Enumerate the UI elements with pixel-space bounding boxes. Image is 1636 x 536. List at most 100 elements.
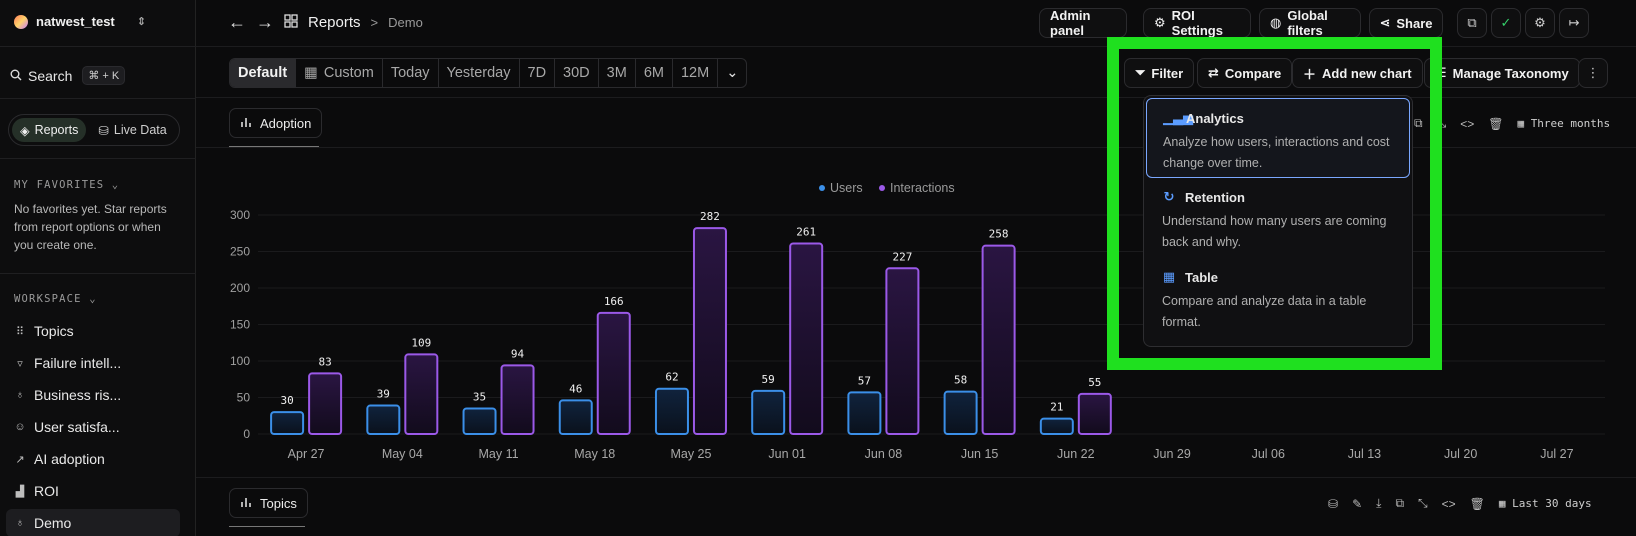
refresh-icon: ↻ bbox=[1163, 189, 1175, 204]
range-12m[interactable]: 12M bbox=[673, 59, 719, 87]
range-3m[interactable]: 3M bbox=[599, 59, 636, 87]
divider bbox=[0, 98, 196, 99]
range-default[interactable]: Default bbox=[230, 59, 297, 87]
data-label: 57 bbox=[858, 374, 871, 387]
code-icon[interactable]: <> bbox=[1441, 496, 1456, 511]
collapse-icon[interactable]: ⤡ bbox=[1436, 116, 1447, 130]
list-icon: ☰ bbox=[1435, 65, 1447, 80]
sidebar: natwest_test ⇕ Search ⌘ + K ◈ Reports ⛁ … bbox=[0, 0, 196, 536]
legend-users: Users bbox=[830, 181, 863, 195]
gear-icon[interactable]: ⚙ bbox=[1525, 8, 1555, 38]
back-arrow-icon[interactable]: ← bbox=[228, 12, 246, 32]
collapse-icon[interactable]: ⤡ bbox=[1418, 496, 1428, 510]
calendar-icon: ▦ bbox=[1498, 497, 1506, 510]
mode-live-data[interactable]: ⛁ Live Data bbox=[90, 118, 174, 142]
forward-arrow-icon[interactable]: → bbox=[256, 12, 274, 32]
menu-item-retention[interactable]: ↻ Retention Understand how many users are… bbox=[1146, 178, 1410, 258]
workspace-heading[interactable]: WORKSPACE ⌄ bbox=[14, 293, 97, 305]
panel1-range[interactable]: ▦ Three months bbox=[1517, 117, 1611, 130]
smile-icon: ☺ bbox=[14, 421, 26, 433]
trash-icon[interactable]: 🗑 bbox=[1469, 496, 1485, 511]
manage-taxonomy-button[interactable]: ☰ Manage Taxonomy bbox=[1424, 58, 1580, 88]
sidebar-item-ai-adoption[interactable]: ↗ AI adoption bbox=[15, 451, 105, 467]
share-button[interactable]: ⋖ Share bbox=[1369, 8, 1443, 38]
sidebar-item-satisfaction[interactable]: ☺ User satisfa... bbox=[14, 419, 120, 435]
sidebar-item-topics[interactable]: ⠿ Topics bbox=[15, 323, 74, 339]
workspace-name: natwest_test bbox=[36, 14, 115, 29]
add-new-chart-button[interactable]: ＋ Add new chart bbox=[1292, 58, 1423, 88]
bar-users bbox=[751, 389, 786, 435]
copy-icon[interactable]: ⧉ bbox=[1395, 496, 1405, 510]
admin-panel-button[interactable]: Admin panel bbox=[1039, 8, 1127, 38]
range-more-button[interactable]: ⌄ bbox=[718, 59, 746, 87]
divider bbox=[196, 46, 1636, 47]
divider bbox=[0, 158, 196, 159]
tab-adoption[interactable]: Adoption bbox=[229, 108, 323, 138]
chevron-down-icon: ⌄ bbox=[726, 65, 739, 81]
database-icon[interactable]: ⛁ bbox=[1328, 496, 1339, 511]
range-7d[interactable]: 7D bbox=[520, 59, 556, 87]
favorites-empty-text: No favorites yet. Star reports from repo… bbox=[14, 202, 167, 252]
trash-icon[interactable]: 🗑 bbox=[1488, 116, 1504, 131]
code-icon[interactable]: <> bbox=[1460, 116, 1475, 131]
data-label: 258 bbox=[989, 228, 1009, 241]
x-tick-label: Jun 15 bbox=[961, 447, 999, 461]
menu-item-table[interactable]: ▦ Table Compare and analyze data in a tab… bbox=[1146, 258, 1410, 338]
panel2-range[interactable]: ▦ Last 30 days bbox=[1498, 497, 1592, 510]
bulb-icon: ♁ bbox=[15, 389, 25, 401]
sidebar-item-demo[interactable]: ♁ Demo bbox=[6, 509, 180, 536]
sidebar-item-roi[interactable]: ▟ ROI bbox=[15, 483, 59, 499]
check-circle-icon[interactable]: ✓ bbox=[1491, 8, 1521, 38]
divider bbox=[0, 273, 196, 274]
calendar-icon: ▦ bbox=[1517, 117, 1525, 130]
breadcrumb-reports[interactable]: Reports bbox=[308, 14, 361, 31]
bar-users bbox=[654, 387, 689, 436]
range-custom[interactable]: ▦ Custom bbox=[296, 59, 383, 87]
menu-item-description: Compare and analyze data in a table form… bbox=[1162, 294, 1367, 329]
roi-settings-button[interactable]: ⚙ ROI Settings bbox=[1143, 8, 1251, 38]
range-6m[interactable]: 6M bbox=[636, 59, 673, 87]
compare-button[interactable]: ⇄ Compare bbox=[1197, 58, 1293, 88]
sidebar-item-business[interactable]: ♁ Business ris... bbox=[15, 387, 122, 403]
bar-interactions bbox=[885, 267, 920, 436]
table-icon: ▦ bbox=[1162, 269, 1176, 284]
mode-reports[interactable]: ◈ Reports bbox=[12, 118, 87, 142]
tab-underline bbox=[229, 526, 305, 527]
divider bbox=[196, 147, 1636, 148]
bar-chart-icon: ▁▃▅ bbox=[1163, 110, 1193, 125]
divider bbox=[0, 46, 196, 47]
range-yesterday[interactable]: Yesterday bbox=[439, 59, 520, 87]
mode-reports-label: Reports bbox=[34, 123, 79, 137]
tab-underline bbox=[229, 146, 319, 147]
favorites-heading[interactable]: MY FAVORITES ⌄ bbox=[14, 179, 120, 191]
logout-icon[interactable]: ↦ bbox=[1559, 8, 1589, 38]
menu-item-analytics[interactable]: ▁▃▅ Analytics Analyze how users, interact… bbox=[1146, 98, 1410, 178]
sidebar-item-failure[interactable]: ▿ Failure intell... bbox=[6, 349, 180, 377]
range-today[interactable]: Today bbox=[383, 59, 439, 87]
breadcrumb-demo: Demo bbox=[388, 15, 423, 30]
search-shortcut: ⌘ + K bbox=[82, 66, 126, 85]
more-options-icon[interactable]: ⋮ bbox=[1578, 58, 1608, 88]
bar-users bbox=[366, 404, 401, 435]
global-filters-button[interactable]: ◍ Global filters bbox=[1259, 8, 1361, 38]
data-label: 21 bbox=[1050, 401, 1063, 414]
workspace-switcher[interactable]: natwest_test ⇕ bbox=[14, 14, 146, 29]
search-button[interactable]: Search ⌘ + K bbox=[10, 66, 126, 85]
chevron-down-icon: ⌄ bbox=[111, 179, 120, 191]
tab-topics[interactable]: Topics bbox=[229, 488, 308, 518]
funnel-icon: ⏷ bbox=[1135, 65, 1146, 80]
search-label: Search bbox=[28, 67, 73, 84]
range-30d[interactable]: 30D bbox=[555, 59, 599, 87]
filter-button[interactable]: ⏷ Filter bbox=[1124, 58, 1195, 88]
breadcrumb-separator: > bbox=[370, 15, 379, 30]
x-tick-label: Jun 22 bbox=[1057, 447, 1095, 461]
copy-icon[interactable]: ⧉ bbox=[1414, 116, 1423, 130]
copy-icon[interactable]: ⧉ bbox=[1457, 8, 1487, 38]
bar-users bbox=[1039, 417, 1074, 435]
edit-icon[interactable]: ✎ bbox=[1352, 496, 1363, 511]
download-icon[interactable]: ⤓ bbox=[1376, 496, 1382, 510]
calendar-icon: ▦ bbox=[304, 65, 318, 81]
y-tick-label: 250 bbox=[230, 245, 250, 259]
data-label: 30 bbox=[280, 394, 293, 407]
